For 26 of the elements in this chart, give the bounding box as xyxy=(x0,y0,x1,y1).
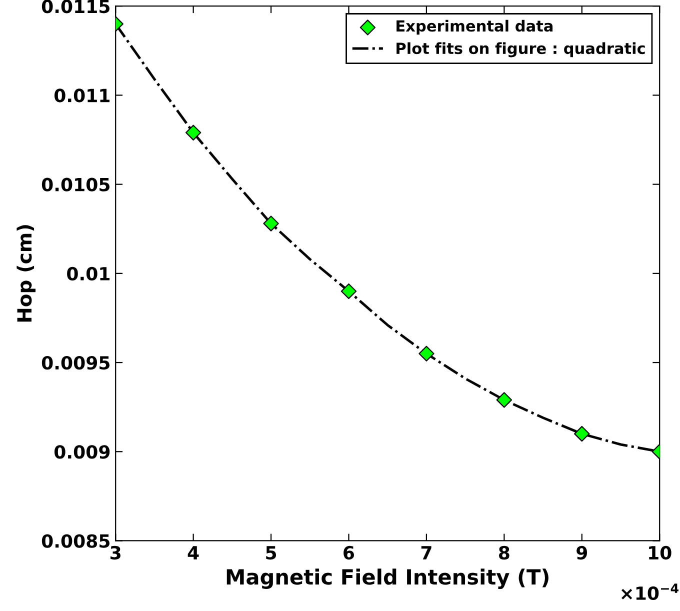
point xyxy=(574,426,590,442)
point xyxy=(340,283,357,300)
x-axis-title: Magnetic Field Intensity (T) xyxy=(226,568,548,589)
legend-label: Plot fits on figure : quadratic xyxy=(396,42,645,58)
x-tick-label: 6 xyxy=(344,546,354,560)
y-tick-label: 0.0095 xyxy=(42,356,110,370)
x-tick-label: 3 xyxy=(110,546,120,560)
x-tick-label: 5 xyxy=(266,546,276,560)
point xyxy=(263,216,279,232)
y-tick-label: 0.0085 xyxy=(42,534,110,548)
y-tick-label: 0.0105 xyxy=(42,178,110,192)
y-tick-label: 0.01 xyxy=(67,266,110,281)
point xyxy=(418,346,434,362)
point xyxy=(185,124,202,140)
y-tick-label: 0.0115 xyxy=(42,0,110,14)
x-tick-label: 9 xyxy=(576,546,588,560)
legend-label: Experimental data xyxy=(396,20,553,35)
x-tick-label: 4 xyxy=(188,546,199,560)
y-axis-title: Hop (cm) xyxy=(16,225,36,322)
text: ×10$^{−4}$ xyxy=(622,584,678,600)
x-tick-label: 10 xyxy=(649,546,672,560)
point xyxy=(496,392,512,408)
y-tick-label: 0.009 xyxy=(54,445,110,459)
x-tick-label: 8 xyxy=(498,546,510,560)
x-tick-label: 7 xyxy=(421,546,432,560)
y-tick-label: 0.011 xyxy=(54,88,110,102)
